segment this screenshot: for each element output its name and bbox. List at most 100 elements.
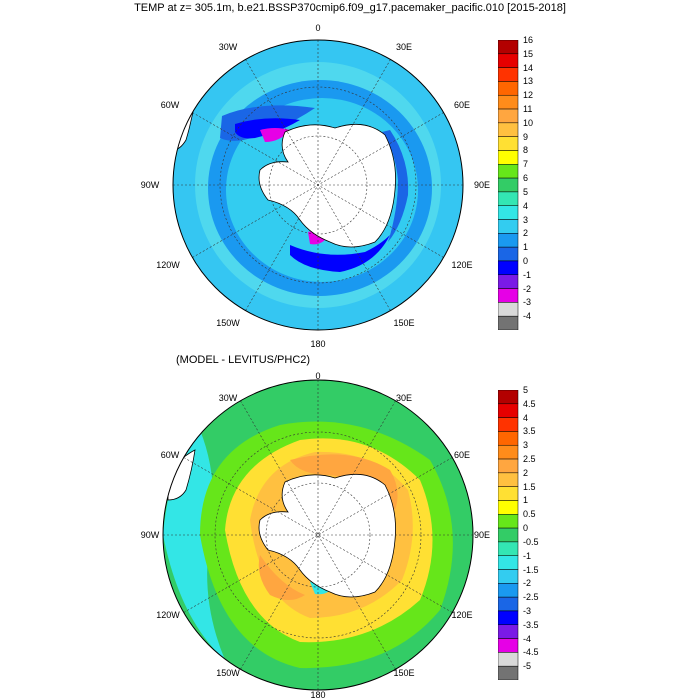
- colorbar-swatch: [498, 624, 519, 639]
- colorbar-tick-label: 5: [523, 385, 529, 395]
- colorbar-swatch: [498, 177, 519, 193]
- colorbar-swatch: [498, 233, 519, 248]
- colorbar-tick-label: -5: [523, 661, 532, 672]
- colorbar-tick-label: 1.5: [523, 481, 536, 492]
- lon-label-150e: 150E: [393, 668, 415, 678]
- colorbar-swatch: [498, 610, 519, 626]
- lon-label-30e: 30E: [395, 42, 413, 52]
- colorbar-swatch: [498, 472, 519, 487]
- colorbar-tick-label: 3: [523, 440, 529, 451]
- colorbar-swatch: [498, 246, 519, 262]
- colorbar-tick-label: -2: [523, 283, 532, 294]
- colorbar-swatch: [498, 444, 519, 460]
- colorbar-tick-label: -2: [523, 578, 532, 589]
- colorbar-tick-label: 2: [523, 228, 529, 239]
- colorbar-tick-label: 1: [523, 242, 529, 253]
- colorbar-tick-label: 3: [523, 214, 529, 225]
- lon-label-120w: 120W: [156, 260, 180, 270]
- colorbar-tick-label: 5: [523, 186, 529, 197]
- colorbar-swatch: [498, 136, 519, 151]
- colorbar-swatch: [498, 431, 519, 446]
- colorbar-swatch: [498, 164, 519, 179]
- colorbar-temperature: [498, 40, 519, 330]
- lon-label-90w: 90W: [140, 530, 160, 540]
- difference-panel: 0 30E 60E 90E 120E 150E 180 150W 120W 90…: [140, 370, 520, 700]
- lon-label-60w: 60W: [160, 450, 180, 460]
- antarctica-bottom: [258, 473, 396, 598]
- colorbar-tick-label: 10: [523, 117, 534, 128]
- lon-label-180: 180: [310, 690, 326, 700]
- colorbar-tick-label: -0.5: [523, 536, 539, 547]
- colorbar-difference: [498, 390, 519, 680]
- colorbar-swatch: [498, 527, 519, 543]
- difference-subtitle: (MODEL - LEVITUS/PHC2): [176, 354, 311, 366]
- colorbar-swatch: [498, 67, 519, 82]
- colorbar-tick-label: 4: [523, 412, 529, 423]
- colorbar-tick-label: 2: [523, 467, 529, 478]
- lon-label-150e: 150E: [393, 318, 415, 328]
- colorbar-swatch: [498, 500, 519, 515]
- lon-label-30e: 30E: [395, 393, 413, 403]
- lon-label-30w: 30W: [218, 393, 238, 403]
- colorbar-tick-label: 0: [523, 255, 529, 266]
- lon-label-90w: 90W: [140, 180, 160, 190]
- colorbar-tick-label: 8: [523, 145, 529, 156]
- colorbar-tick-label: 15: [523, 48, 534, 59]
- temperature-map: [172, 39, 464, 331]
- east-coast-blue: [382, 130, 409, 242]
- colorbar-tick-label: 13: [523, 76, 534, 87]
- lon-label-150w: 150W: [216, 318, 240, 328]
- colorbar-tick-label: 0: [523, 523, 529, 534]
- diff-orange-pacific: [258, 555, 305, 600]
- lon-label-60e: 60E: [453, 450, 471, 460]
- lon-label-60e: 60E: [453, 100, 471, 110]
- lon-label-90e: 90E: [473, 180, 491, 190]
- colorbar-tick-label: 14: [523, 62, 534, 73]
- colorbar-tick-label: 3.5: [523, 426, 536, 437]
- colorbar-tick-label: 2.5: [523, 454, 536, 465]
- colorbar-tick-label: -1: [523, 550, 532, 561]
- colorbar-swatch: [498, 302, 519, 317]
- colorbar-tick-label: 0.5: [523, 509, 536, 520]
- colorbar-swatch: [498, 53, 519, 68]
- difference-map: [162, 379, 474, 691]
- colorbar-swatch: [498, 417, 519, 432]
- colorbar-tick-label: 11: [523, 104, 533, 115]
- colorbar-swatch: [498, 108, 519, 124]
- antarctica: [258, 123, 396, 248]
- lon-label-90e: 90E: [473, 530, 491, 540]
- colorbar-swatch: [498, 40, 519, 55]
- weddell-freezing: [260, 128, 290, 142]
- colorbar-swatch: [498, 150, 519, 165]
- lon-label-0: 0: [315, 371, 321, 381]
- colorbar-swatch: [498, 260, 519, 276]
- colorbar-swatch: [498, 403, 519, 418]
- colorbar-tick-label: -1.5: [523, 564, 539, 575]
- colorbar-tick-label: 6: [523, 173, 529, 184]
- lon-label-30w: 30W: [218, 42, 238, 52]
- colorbar-swatch: [498, 122, 519, 137]
- colorbar-tick-label: 12: [523, 90, 534, 101]
- lon-label-60w: 60W: [160, 100, 180, 110]
- colorbar-swatch: [498, 219, 519, 234]
- colorbar-tick-label: -4: [523, 311, 532, 322]
- colorbar-tick-label: -2.5: [523, 592, 539, 603]
- colorbar-tick-label: 16: [523, 35, 534, 45]
- colorbar-tick-label: -3.5: [523, 619, 539, 630]
- temperature-panel: 0 30E 60E 90E 120E 150E 180 150W 120W 90…: [140, 20, 520, 360]
- colorbar-swatch: [498, 665, 519, 680]
- colorbar-swatch: [498, 81, 519, 96]
- lon-label-120e: 120E: [451, 260, 473, 270]
- lon-label-150w: 150W: [216, 668, 240, 678]
- colorbar-tick-label: 4: [523, 200, 529, 211]
- colorbar-tick-label: 4.5: [523, 398, 536, 409]
- colorbar-swatch: [498, 569, 519, 584]
- colorbar-swatch: [498, 541, 519, 556]
- colorbar-swatch: [498, 514, 519, 529]
- colorbar-swatch: [498, 596, 519, 612]
- colorbar-swatch: [498, 555, 519, 570]
- colorbar-tick-label: -3: [523, 605, 532, 616]
- lon-label-180: 180: [310, 339, 326, 349]
- lon-label-0: 0: [315, 23, 321, 33]
- diff-orange-east: [290, 454, 398, 510]
